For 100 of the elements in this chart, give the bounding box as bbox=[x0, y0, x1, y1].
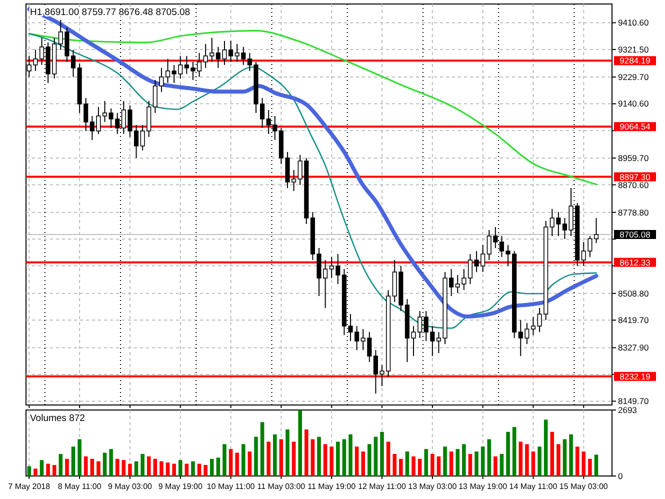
bar bbox=[222, 444, 226, 476]
bar bbox=[556, 444, 560, 476]
bar bbox=[386, 442, 390, 476]
ref-line-label: 8232.19 bbox=[620, 371, 651, 382]
bar bbox=[368, 444, 372, 476]
bar bbox=[115, 458, 120, 476]
line-series bbox=[28, 30, 598, 186]
bar bbox=[248, 451, 252, 476]
bar bbox=[216, 458, 220, 476]
bar bbox=[140, 454, 144, 476]
y-tick-label: 0 bbox=[618, 470, 623, 481]
bar bbox=[354, 446, 359, 476]
y-tick-label: 9229.70 bbox=[618, 72, 649, 82]
bar bbox=[474, 451, 478, 476]
bar bbox=[462, 444, 466, 476]
bar bbox=[109, 449, 113, 476]
ref-line-label: 8897.30 bbox=[620, 172, 651, 182]
bar bbox=[412, 456, 416, 476]
bar bbox=[418, 458, 422, 476]
bar bbox=[330, 446, 334, 476]
bar bbox=[531, 451, 536, 476]
bar bbox=[178, 460, 182, 476]
x-tick-label: 10 May 11:00 bbox=[206, 482, 256, 491]
bar bbox=[392, 454, 397, 476]
bar bbox=[480, 446, 485, 476]
bar bbox=[260, 422, 264, 476]
y-tick-label: 2693 bbox=[618, 404, 638, 415]
bar bbox=[550, 432, 554, 476]
ref-line-label: 9064.54 bbox=[620, 122, 651, 132]
bar bbox=[310, 439, 315, 476]
candlestick bbox=[562, 218, 568, 240]
bar bbox=[317, 436, 321, 476]
y-tick-label: 8508.80 bbox=[618, 288, 649, 298]
bar bbox=[134, 461, 138, 476]
bar bbox=[494, 456, 498, 476]
y-tick-label: 8870.60 bbox=[618, 180, 649, 190]
bar bbox=[443, 446, 447, 476]
bar bbox=[575, 446, 580, 476]
bar bbox=[172, 464, 176, 476]
bar bbox=[266, 442, 270, 476]
bar bbox=[128, 464, 132, 476]
y-tick-label: 8327.90 bbox=[618, 342, 649, 353]
bar bbox=[184, 464, 189, 476]
bar bbox=[512, 426, 516, 476]
x-tick-label: 13 May 03:00 bbox=[408, 482, 458, 491]
y-tick-label: 8149.70 bbox=[618, 396, 649, 406]
y-tick-label: 8778.80 bbox=[618, 207, 649, 218]
bar bbox=[146, 456, 151, 476]
bar bbox=[292, 442, 296, 476]
bar bbox=[544, 420, 548, 476]
bar bbox=[102, 452, 107, 476]
bar bbox=[468, 454, 472, 476]
y-tick-label: 8419.70 bbox=[618, 315, 649, 326]
bar bbox=[160, 461, 164, 476]
bar bbox=[487, 439, 492, 476]
bar bbox=[65, 458, 69, 476]
bar bbox=[34, 468, 38, 476]
bar bbox=[336, 442, 340, 476]
bar bbox=[84, 456, 88, 476]
bar bbox=[374, 436, 378, 476]
bar bbox=[594, 454, 598, 476]
bar bbox=[298, 410, 302, 476]
bar bbox=[96, 461, 100, 476]
bar bbox=[506, 432, 510, 476]
x-tick-label: 14 May 11:00 bbox=[509, 482, 558, 491]
x-tick-label: 15 May 03:00 bbox=[559, 482, 608, 491]
x-tick-label: 12 May 11:00 bbox=[358, 482, 406, 491]
bar bbox=[361, 451, 365, 476]
y-tick-label: 9140.60 bbox=[618, 98, 649, 109]
bar bbox=[348, 434, 352, 476]
bar bbox=[191, 461, 195, 476]
y-tick-label: 9410.60 bbox=[618, 18, 649, 28]
bar bbox=[254, 436, 258, 476]
y-tick-label: 8959.70 bbox=[618, 153, 649, 164]
bar bbox=[456, 449, 460, 476]
chart-title: Volumes 872 bbox=[30, 413, 85, 424]
bar bbox=[518, 442, 523, 476]
bar bbox=[210, 458, 214, 476]
bar bbox=[78, 439, 82, 476]
bar bbox=[538, 446, 542, 476]
bar bbox=[122, 460, 126, 476]
bar bbox=[241, 444, 246, 476]
bar bbox=[197, 464, 202, 476]
bar bbox=[46, 464, 50, 476]
bar bbox=[430, 454, 434, 476]
x-tick-label: 9 May 03:00 bbox=[108, 482, 153, 491]
x-tick-label: 11 May 03:00 bbox=[257, 482, 306, 491]
x-tick-label: 9 May 19:00 bbox=[158, 482, 203, 491]
ref-line-label: 8612.33 bbox=[620, 257, 651, 268]
bar bbox=[286, 429, 290, 476]
bar bbox=[380, 432, 384, 476]
bar bbox=[153, 458, 158, 476]
ref-line-label: 9284.19 bbox=[620, 56, 651, 66]
bar bbox=[90, 458, 94, 476]
bar bbox=[405, 451, 410, 476]
bar bbox=[279, 439, 284, 476]
bar bbox=[58, 454, 63, 476]
bar bbox=[71, 446, 76, 476]
bar bbox=[562, 439, 567, 476]
bar bbox=[588, 458, 592, 476]
